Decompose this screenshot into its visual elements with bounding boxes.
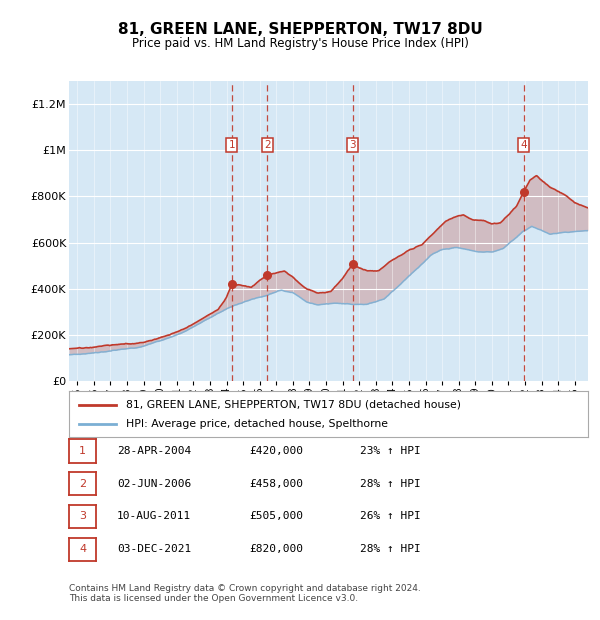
Text: 26% ↑ HPI: 26% ↑ HPI [360,512,421,521]
Text: 81, GREEN LANE, SHEPPERTON, TW17 8DU (detached house): 81, GREEN LANE, SHEPPERTON, TW17 8DU (de… [126,399,461,410]
Text: 4: 4 [520,140,527,151]
Text: 3: 3 [349,140,356,151]
Text: 81, GREEN LANE, SHEPPERTON, TW17 8DU: 81, GREEN LANE, SHEPPERTON, TW17 8DU [118,22,482,37]
Text: 28% ↑ HPI: 28% ↑ HPI [360,544,421,554]
Text: 10-AUG-2011: 10-AUG-2011 [117,512,191,521]
Text: 28% ↑ HPI: 28% ↑ HPI [360,479,421,489]
Text: Contains HM Land Registry data © Crown copyright and database right 2024.
This d: Contains HM Land Registry data © Crown c… [69,584,421,603]
Text: 23% ↑ HPI: 23% ↑ HPI [360,446,421,456]
Text: 3: 3 [79,512,86,521]
Text: 4: 4 [79,544,86,554]
Text: HPI: Average price, detached house, Spelthorne: HPI: Average price, detached house, Spel… [126,419,388,429]
Text: £820,000: £820,000 [249,544,303,554]
Text: 1: 1 [79,446,86,456]
Text: 03-DEC-2021: 03-DEC-2021 [117,544,191,554]
Text: 1: 1 [229,140,235,151]
Text: 2: 2 [79,479,86,489]
Text: Price paid vs. HM Land Registry's House Price Index (HPI): Price paid vs. HM Land Registry's House … [131,37,469,50]
Text: £458,000: £458,000 [249,479,303,489]
Text: 2: 2 [264,140,271,151]
Text: 02-JUN-2006: 02-JUN-2006 [117,479,191,489]
Text: £505,000: £505,000 [249,512,303,521]
Text: £420,000: £420,000 [249,446,303,456]
Text: 28-APR-2004: 28-APR-2004 [117,446,191,456]
